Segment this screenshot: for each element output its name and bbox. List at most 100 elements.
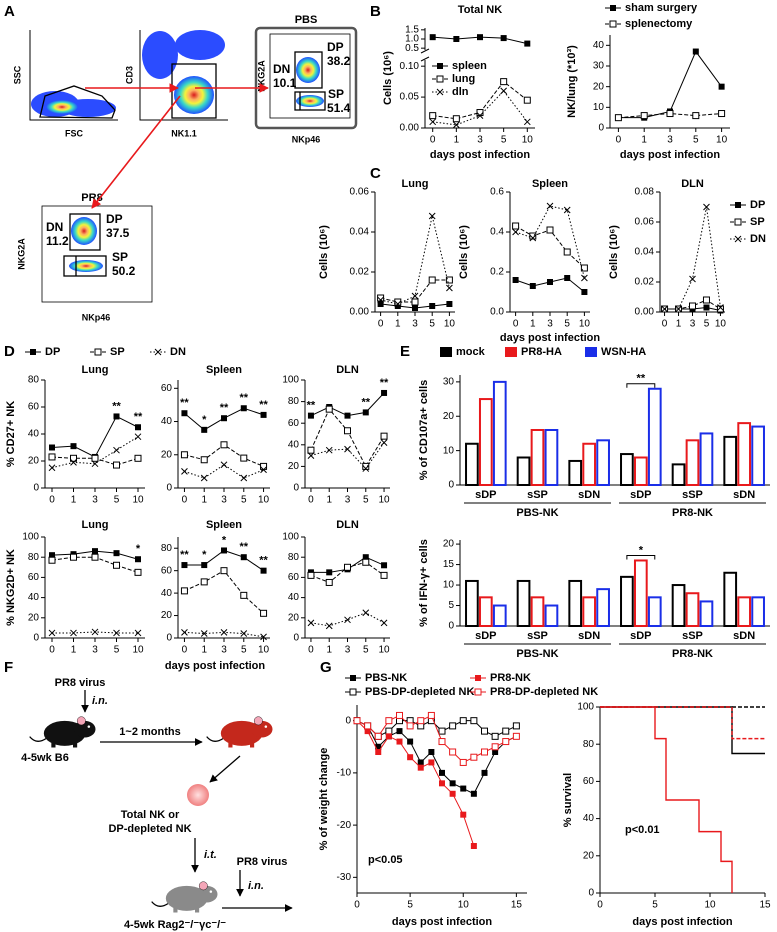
significance: ** [112,400,121,412]
marker [453,36,460,42]
gate-value: 37.5 [106,226,130,240]
x-tick-label: 1 [641,135,647,146]
marker [406,722,414,730]
marker [94,348,102,356]
y-tick-label: 60 [161,383,173,394]
marker [325,578,333,586]
y-tick-label: 100 [282,532,299,543]
marker [446,284,453,292]
x-tick-label: 0 [616,135,622,146]
significance: * [222,534,227,546]
x-tick-label: 10 [579,319,591,330]
x-tick-label: 1 [71,495,77,506]
marker [181,468,188,475]
marker [181,562,188,569]
series-line [618,50,723,119]
marker [411,298,419,306]
x-tick-label: 0 [182,495,188,506]
bar [633,456,648,486]
marker [134,433,142,441]
marker [524,40,531,47]
bar [751,425,765,486]
marker [417,764,424,771]
significance: * [639,544,644,556]
group-label: PR8-NK [672,507,713,519]
legend-label: SP [750,216,765,228]
bar [751,596,765,627]
marker [377,296,384,304]
x-tick-label: 10 [715,319,727,330]
marker [429,303,436,309]
x-axis-label: days post infection [620,149,721,161]
x-axis-label: days post infection [632,916,733,928]
survival-curve [600,706,765,740]
marker [220,441,228,449]
marker [428,276,436,284]
bar [478,398,493,486]
y-axis-label: Cells (10⁶) [608,225,620,279]
y-tick-label: 0.04 [635,247,655,258]
marker [689,302,696,310]
survival-curve [600,706,733,893]
chart-title: Lung [402,178,429,190]
x-tick-label: sDP [475,630,496,642]
legend-label: PR8-NK [490,672,531,684]
marker [377,294,385,302]
x-tick-label: sDN [733,489,755,501]
x-tick-label: 5 [564,319,570,330]
marker [49,552,55,559]
y-tick-label: 80 [28,552,40,563]
marker [381,389,388,396]
x-tick-label: 5 [407,900,413,911]
marker [476,112,484,119]
x-axis-label: days post infection [165,660,266,672]
marker [307,619,315,627]
x-tick-label: 5 [363,645,369,656]
marker [113,629,120,637]
x-tick-label: 10 [458,900,470,911]
marker [307,452,315,459]
legend-label: sham surgery [625,2,698,14]
x-tick-label: 0 [662,319,668,330]
marker [349,688,357,696]
marker [260,466,267,474]
y-tick-label: 40 [28,592,40,603]
legend-label: PR8-DP-depleted NK [490,686,598,698]
x-tick-label: 1 [326,645,332,656]
marker [610,5,616,11]
axis-label: NKG2A [16,238,26,270]
marker [70,443,77,450]
x-tick-label: 1 [71,645,77,656]
x-tick-label: 3 [221,495,227,506]
marker [718,110,726,118]
group-label: PBS-NK [516,507,558,519]
bar [647,387,662,486]
y-tick-label: 20 [28,612,40,623]
step-label: 1~2 months [119,726,180,738]
annotation: p<0.01 [625,824,660,836]
significance: ** [259,555,268,567]
series-line [380,215,450,305]
gate [39,85,116,119]
y-tick-label: 0.10 [400,61,420,72]
marker [512,277,519,283]
marker [661,305,668,313]
y-tick-label: 20 [443,539,455,550]
marker [200,578,208,586]
marker [326,569,333,576]
marker [48,556,56,564]
marker [30,349,36,355]
marker [385,717,393,725]
y-axis-label: % of CD107a+ cells [418,380,430,481]
marker [374,732,382,740]
y-tick-label: 0 [345,715,351,726]
axis-label: NKp46 [292,134,321,144]
y-tick-label: 0 [166,633,172,644]
plot-box [269,33,351,119]
marker [200,456,208,464]
marker [689,275,696,283]
axis-label: SSC [12,65,22,84]
marker [718,83,725,90]
y-tick-label: 30 [443,377,455,388]
bar [544,604,559,627]
